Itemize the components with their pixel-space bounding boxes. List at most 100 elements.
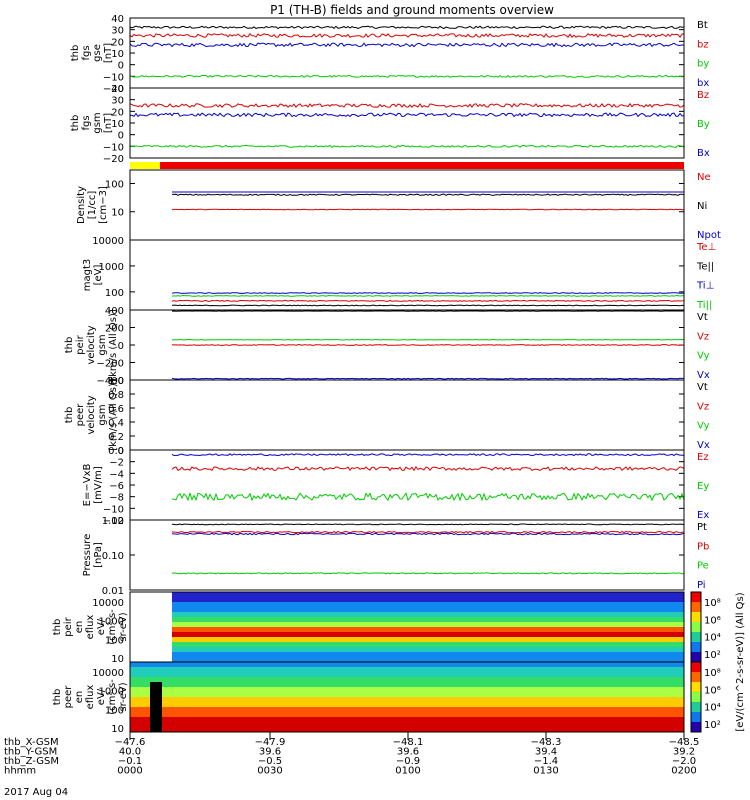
- y-tick-label: −6: [109, 481, 124, 492]
- y-tick-label: 0: [118, 446, 124, 457]
- y-axis-label-line: velocity: [86, 325, 97, 364]
- colorbar-segment: [691, 602, 701, 613]
- y-tick-label: 0.4: [108, 418, 124, 429]
- y-tick-label: 100: [105, 288, 124, 299]
- panel-frame: [129, 17, 685, 89]
- spectrogram-band: [130, 722, 684, 728]
- y-axis-label-line: [eV]: [93, 265, 104, 286]
- y-tick-label: 0.10: [102, 551, 124, 562]
- spectrogram-band: [172, 652, 684, 658]
- panel-frame: [129, 239, 685, 311]
- spectrogram-band: [130, 697, 684, 703]
- x-tick-label: −47.6: [115, 737, 146, 748]
- x-tick-label: 0100: [395, 766, 420, 777]
- x-tick-label: −48.3: [531, 737, 562, 748]
- legend-Vt: Vt: [697, 382, 708, 393]
- y-tick-label: 10000: [92, 668, 124, 679]
- x-tick-label: 0000: [117, 766, 142, 777]
- y-axis-label-line: Pressure: [82, 534, 93, 577]
- y-tick-label: 40: [111, 14, 124, 25]
- y-tick-label: 10000: [92, 598, 124, 609]
- y-axis-label-line: (cm²-s-: [107, 609, 118, 645]
- y-axis-label-line: [mV/m]: [93, 466, 104, 504]
- y-axis-label-line: thb: [64, 337, 75, 354]
- legend-Ex: Ex: [697, 510, 709, 521]
- legend-Vy: Vy: [697, 351, 710, 362]
- legend-bz: bz: [697, 39, 709, 50]
- panel-8: Pressure [nPa] 1.00 0.10 0.01 Pt Pb Pe Pi: [82, 516, 709, 597]
- series-Bz: [129, 102, 685, 109]
- series-By: [129, 144, 685, 148]
- colorbar-tick-label: 10⁸: [704, 668, 721, 679]
- series-Pi: [171, 532, 685, 536]
- y-tick-label: 0.2: [108, 432, 124, 443]
- y-axis-label-line: [nPa]: [93, 542, 104, 568]
- colorbar-tick-label: 10⁶: [704, 615, 721, 626]
- legend-Ez: Ez: [697, 452, 709, 463]
- legend-Vx: Vx: [697, 440, 710, 451]
- y-axis-label: E=−VxB [mV/m]: [82, 464, 104, 507]
- spectrogram-band: [172, 647, 684, 653]
- series-Vz: [171, 344, 684, 346]
- spectrogram-band: [130, 727, 684, 733]
- y-tick-label: 40: [111, 84, 124, 95]
- colorbar-tick-label: 10²: [704, 650, 721, 661]
- x-row-label: thb_X-GSM: [4, 737, 59, 748]
- y-tick-label: 10: [111, 654, 124, 665]
- y-axis-label: thb peer velocity gsm [km/s (All Qs)]: [64, 379, 119, 451]
- colorbar-segment: [691, 612, 701, 623]
- spectrogram-gap: [150, 682, 162, 732]
- y-tick-label: 400: [105, 306, 124, 317]
- y-tick-label: 200: [105, 324, 124, 335]
- x-row-label: thb_Z-GSM: [4, 756, 59, 767]
- y-axis-label: thb fgs gsm [nT]: [70, 112, 114, 133]
- panel-frame: [129, 169, 685, 241]
- y-tick-label: −20: [103, 84, 124, 95]
- colorbar-label-text: [eV/(cm^2-s-sr-eV)] (All Qs): [735, 592, 746, 731]
- series-Ni: [172, 193, 685, 196]
- y-axis-label-line: gsm: [92, 112, 103, 133]
- spectrogram-band: [172, 642, 684, 648]
- colorbar-tick-label: 10⁶: [704, 685, 721, 696]
- y-tick-label: 10: [111, 119, 124, 130]
- x-tick-label: −2.0: [672, 756, 696, 767]
- y-axis-label-line: thb: [52, 619, 63, 636]
- y-axis-label-line: [nT]: [103, 43, 114, 63]
- y-axis-label-line: sr-eV): [118, 682, 129, 711]
- y-tick-label: 0: [118, 131, 124, 142]
- y-axis-label-line: peir: [63, 616, 74, 636]
- y-axis-label-line: en: [74, 621, 85, 634]
- x-tick-label: −48.5: [669, 737, 700, 748]
- y-tick-label: 10: [111, 208, 124, 219]
- colorbar-tick-label: 10²: [704, 720, 721, 731]
- colorbar-tick-label: 10⁴: [704, 633, 721, 644]
- panel-frame: [129, 449, 685, 521]
- y-axis-label-line: (cm²-s-: [107, 679, 118, 715]
- series-Te||: [171, 304, 685, 307]
- y-axis-label: thb fgs gse [nT]: [70, 43, 114, 63]
- x-tick-label: 39.4: [535, 747, 557, 758]
- y-tick-label: −2: [109, 458, 124, 469]
- mode-bar-slow-survey: [130, 162, 160, 169]
- y-axis-label-line: eflux: [85, 685, 96, 710]
- y-axis-label-line: [nT]: [103, 113, 114, 133]
- colorbar-tick-label: 10⁴: [704, 703, 721, 714]
- y-tick-label: −10: [103, 504, 124, 515]
- panel-4: magt3 [eV] 10000 1000 100 Te⊥ Te|| Ti⊥ Ti||: [82, 236, 716, 311]
- panel-7: E=−VxB [mV/m] 0−2−4−6−8−10−12 Ez Ey Ex: [82, 446, 709, 527]
- y-axis-label-line: en: [74, 691, 85, 704]
- panel-frame: [129, 87, 685, 159]
- legend-Vy: Vy: [697, 421, 710, 432]
- colorbar-segment: [691, 722, 701, 733]
- series-Ti⊥: [171, 292, 685, 294]
- y-axis-label-line: Density: [76, 186, 87, 224]
- y-axis-label-line: gsm: [97, 334, 108, 355]
- series-Pe: [171, 572, 685, 575]
- y-axis-label-line: peer: [63, 685, 74, 709]
- legend-Ni: Ni: [697, 201, 707, 212]
- series-Vy: [171, 338, 685, 341]
- panel-3: Density [1/cc] [cm−3]100 10 Ne Ni Npot: [76, 169, 721, 241]
- legend-Ey: Ey: [697, 481, 709, 492]
- y-tick-label: 0.6: [108, 404, 124, 415]
- legend-Npot: Npot: [697, 230, 721, 241]
